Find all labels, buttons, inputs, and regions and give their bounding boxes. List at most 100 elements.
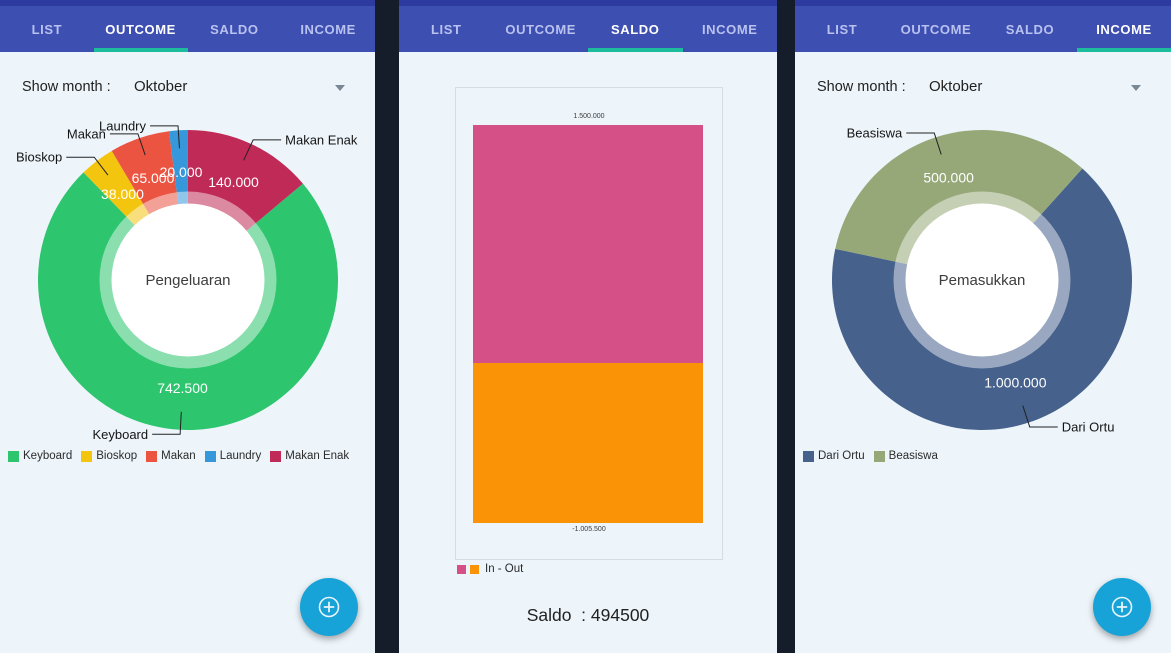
- slice-entry-label: Dari Ortu: [1062, 419, 1115, 434]
- bar-value-in: 1.500.000: [573, 113, 605, 120]
- legend-item: Dari Ortu: [803, 450, 865, 462]
- legend-label: Dari Ortu: [818, 450, 865, 462]
- tab-list[interactable]: LIST: [795, 6, 889, 52]
- slice-callout-line: [243, 139, 282, 161]
- legend-swatch: [204, 450, 216, 462]
- tab-income[interactable]: INCOME: [281, 6, 375, 52]
- bar-segment-in[interactable]: [473, 125, 703, 363]
- tab-outcome[interactable]: OUTCOME: [889, 6, 983, 52]
- tab-label: SALDO: [1005, 21, 1055, 37]
- active-tab-indicator: [588, 48, 683, 52]
- slice-value-label: 500.000: [923, 169, 974, 185]
- tab-saldo[interactable]: SALDO: [588, 6, 683, 52]
- tab-label: OUTCOME: [505, 21, 577, 37]
- add-transaction-fab[interactable]: [300, 578, 358, 636]
- circled-plus-icon: [1111, 596, 1133, 618]
- tab-label: SALDO: [210, 21, 259, 37]
- slice-entry-label: Makan: [67, 126, 106, 141]
- donut-center-label: Pemasukkan: [939, 272, 1026, 289]
- outcome-chart-legend: Keyboard Bioskop Makan Laundry Makan Enak: [8, 450, 349, 462]
- tab-list[interactable]: LIST: [399, 6, 494, 52]
- tab-outcome[interactable]: OUTCOME: [494, 6, 589, 52]
- donut-hole: [111, 203, 265, 357]
- slice-callout-line: [66, 156, 109, 176]
- legend-swatch: [803, 450, 814, 462]
- legend-label: Makan Enak: [285, 450, 350, 462]
- legend-swatch: [81, 450, 93, 462]
- legend-label: Bioskop: [96, 450, 138, 462]
- legend-label: In - Out: [485, 563, 524, 575]
- outcome-donut-chart[interactable]: Pengeluaran 742.500 Keyboard 38.000 Bioskop 6…: [0, 0, 375, 653]
- screen-outcome: LIST OUTCOME SALDO INCOME Show month : O…: [0, 0, 375, 653]
- month-dropdown-value[interactable]: Oktober: [929, 78, 983, 95]
- slice-entry-label: Makan Enak: [285, 132, 358, 147]
- tab-saldo[interactable]: SALDO: [983, 6, 1077, 52]
- bar-value-out: -1.005.500: [572, 526, 606, 533]
- tab-outcome[interactable]: OUTCOME: [94, 6, 188, 52]
- active-tab-indicator: [93, 48, 188, 52]
- legend-item: Makan: [146, 450, 196, 462]
- slice-callout-line: [152, 411, 182, 435]
- legend-item: Beasiswa: [873, 450, 938, 462]
- tab-label: OUTCOME: [900, 21, 972, 37]
- legend-swatch: [146, 450, 158, 462]
- tab-bar: LIST OUTCOME SALDO INCOME: [0, 6, 375, 52]
- income-donut-chart[interactable]: Pemasukkan 1.000.000 Dari Ortu 500.000 Beasi…: [795, 0, 1171, 653]
- legend-label: Beasiswa: [888, 450, 938, 462]
- tab-list[interactable]: LIST: [0, 6, 94, 52]
- tab-income[interactable]: INCOME: [1077, 6, 1171, 52]
- donut-center-label: Pengeluaran: [145, 272, 230, 289]
- tab-label: LIST: [31, 21, 63, 37]
- slice-callout-line: [906, 132, 942, 155]
- tab-saldo[interactable]: SALDO: [188, 6, 282, 52]
- slice-entry-label: Keyboard: [92, 427, 148, 442]
- slice-value-label: 20.000: [160, 164, 203, 180]
- legend-item: Bioskop: [81, 450, 137, 462]
- dropdown-caret-icon[interactable]: [335, 85, 345, 91]
- screen-saldo: LIST OUTCOME SALDO INCOME 1.500.000 -1.0…: [399, 0, 777, 653]
- status-bar: [0, 0, 375, 6]
- screen-income: LIST OUTCOME SALDO INCOME Show month : O…: [795, 0, 1171, 653]
- tab-bar: LIST OUTCOME SALDO INCOME: [399, 6, 777, 52]
- legend-swatch-out: [470, 564, 479, 574]
- show-month-label: Show month :: [22, 79, 111, 95]
- tab-label: INCOME: [300, 21, 356, 37]
- slice-callout-line: [109, 133, 146, 156]
- slice-entry-label: Laundry: [99, 118, 146, 133]
- legend-swatch: [270, 450, 282, 462]
- tab-income[interactable]: INCOME: [683, 6, 778, 52]
- tab-bar: LIST OUTCOME SALDO INCOME: [795, 6, 1171, 52]
- tab-label: SALDO: [611, 21, 660, 37]
- status-bar: [399, 0, 777, 6]
- slice-value-label: 1.000.000: [984, 375, 1046, 391]
- saldo-chart-legend: In - Out: [457, 563, 523, 575]
- saldo-total-text: Saldo : 494500: [526, 605, 650, 625]
- slice-value-label: 742.500: [157, 380, 208, 396]
- show-month-row: Show month : Oktober: [817, 78, 1153, 100]
- slice-callout-line: [150, 125, 180, 149]
- month-dropdown-value[interactable]: Oktober: [134, 78, 188, 95]
- tab-label: OUTCOME: [105, 21, 176, 37]
- dropdown-caret-icon[interactable]: [1131, 85, 1141, 91]
- circled-plus-icon: [318, 596, 340, 618]
- add-transaction-fab[interactable]: [1093, 578, 1151, 636]
- legend-item: Keyboard: [8, 450, 72, 462]
- pie-slice-beasiswa[interactable]: [835, 130, 1083, 280]
- slice-value-label: 65.000: [132, 170, 175, 186]
- legend-swatch-in: [457, 564, 466, 574]
- slice-callout-line: [1022, 405, 1058, 428]
- tab-label: INCOME: [1096, 21, 1152, 37]
- tab-label: LIST: [430, 21, 462, 37]
- donut-hole: [905, 203, 1059, 357]
- tab-label: INCOME: [701, 21, 758, 37]
- bar-segment-out[interactable]: [473, 363, 703, 523]
- legend-swatch: [873, 450, 885, 462]
- legend-label: Makan: [161, 450, 196, 462]
- legend-item: Makan Enak: [270, 450, 349, 462]
- income-chart-legend: Dari Ortu Beasiswa: [803, 450, 938, 462]
- bar-chart-frame: [455, 87, 723, 560]
- active-tab-indicator: [1077, 48, 1171, 52]
- slice-entry-label: Bioskop: [16, 150, 62, 165]
- show-month-label: Show month :: [817, 79, 906, 95]
